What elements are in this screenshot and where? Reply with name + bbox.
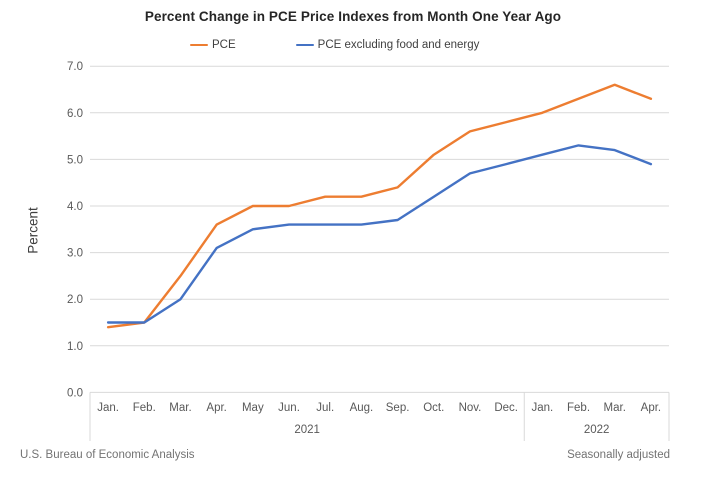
x-tick-label-month: Jan. (531, 402, 553, 414)
x-tick-label-month: Jul. (316, 402, 334, 414)
x-tick-label-month: Feb. (133, 402, 156, 414)
x-tick-label-year: 2021 (294, 424, 320, 436)
legend-item-pce[interactable]: PCE (190, 39, 236, 51)
x-tick-label-month: Jan. (97, 402, 119, 414)
source-note: U.S. Bureau of Economic Analysis (20, 449, 195, 461)
x-tick-label-month: Aug. (350, 402, 374, 414)
x-tick-label-month: Mar. (169, 402, 191, 414)
x-tick-label-month: Oct. (423, 402, 444, 414)
y-tick-label: 4.0 (67, 201, 83, 213)
pce-series-line (106, 83, 653, 329)
legend: PCE PCE excluding food and energy (190, 39, 479, 51)
x-tick-label-month: Jun. (278, 402, 300, 414)
y-tick-label: 3.0 (67, 248, 83, 260)
y-tick-label: 6.0 (67, 108, 83, 120)
legend-label-pce: PCE (212, 39, 236, 51)
y-tick-label: 1.0 (67, 341, 83, 353)
x-tick-label-month: Sep. (386, 402, 410, 414)
y-tick-label: 0.0 (67, 387, 83, 399)
core-pce-series-line (106, 144, 653, 324)
y-tick-label: 5.0 (67, 154, 83, 166)
x-tick-label-year: 2022 (584, 424, 610, 436)
x-tick-label-month: Mar. (604, 402, 626, 414)
chart-title: Percent Change in PCE Price Indexes from… (144, 9, 562, 24)
x-tick-label-month: May (242, 402, 264, 414)
adjustment-note: Seasonally adjusted (567, 449, 670, 461)
x-tick-label-month: Dec. (494, 402, 518, 414)
legend-label-core-pce: PCE excluding food and energy (317, 39, 480, 51)
pce-line-swatch-icon (190, 43, 208, 47)
y-tick-label: 2.0 (67, 294, 83, 306)
core-pce-line-swatch-icon (295, 43, 314, 47)
y-tick-label: 7.0 (67, 61, 83, 73)
x-tick-label-month: Apr. (206, 402, 226, 414)
x-tick-label-month: Nov. (459, 402, 482, 414)
x-tick-label-month: Feb. (567, 402, 590, 414)
x-tick-label-month: Apr. (641, 402, 661, 414)
legend-item-core-pce[interactable]: PCE excluding food and energy (295, 39, 480, 51)
